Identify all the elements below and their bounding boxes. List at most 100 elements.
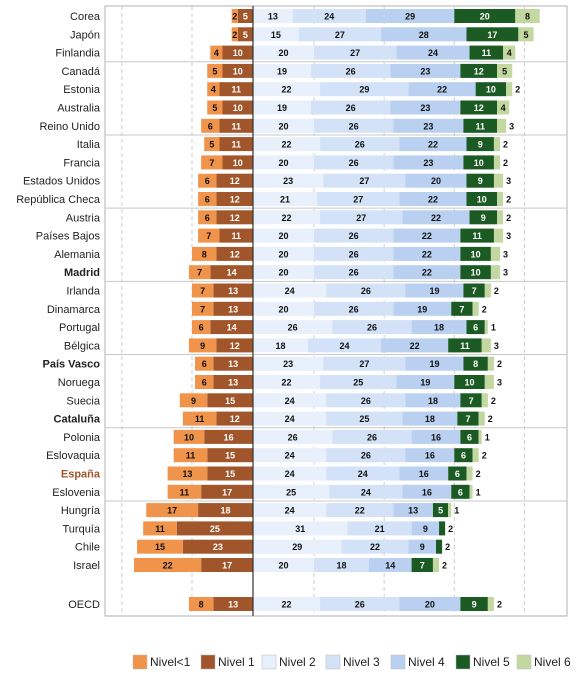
data-label: 12: [474, 103, 484, 113]
bar-segment: [497, 192, 504, 206]
bar-segment: [222, 45, 253, 60]
bar-segment: [393, 155, 464, 170]
bar-segment: [253, 100, 311, 115]
bar-segment: [460, 597, 488, 611]
data-label: 7: [459, 304, 464, 314]
data-label: 20: [278, 249, 288, 259]
bar-segment: [341, 539, 409, 554]
bar-segment: [460, 63, 497, 78]
bar-segment: [314, 45, 397, 60]
data-label: 19: [429, 286, 439, 296]
bar-segment: [381, 27, 467, 42]
bar-segment: [448, 338, 482, 353]
data-label: 26: [355, 600, 365, 610]
bar-segment: [213, 283, 253, 298]
data-label: 7: [466, 414, 471, 424]
data-label: 4: [214, 48, 219, 58]
data-label: 18: [425, 414, 435, 424]
data-label: 1: [485, 432, 490, 442]
data-label: 2: [442, 561, 447, 571]
bar-segment: [219, 82, 253, 97]
data-label: 1: [491, 323, 496, 333]
bar-segment: [490, 265, 501, 280]
bar-segment: [448, 466, 467, 481]
bar-segment: [393, 265, 461, 280]
bar-segment: [393, 228, 461, 243]
bar-segment: [365, 9, 455, 23]
bar-segment: [310, 100, 391, 115]
data-label: 12: [474, 66, 484, 76]
data-label: 29: [405, 12, 415, 22]
bar-segment: [253, 411, 327, 426]
data-label: 2: [506, 195, 511, 205]
data-label: 13: [228, 286, 238, 296]
data-label: 11: [231, 140, 241, 150]
bar-segment: [329, 484, 403, 499]
data-label: 22: [431, 213, 441, 223]
data-label: 12: [230, 176, 240, 186]
data-label: 22: [410, 341, 420, 351]
data-label: 2: [482, 304, 487, 314]
bar-segment: [219, 118, 253, 133]
bar-segment: [454, 375, 485, 389]
bar-segment: [222, 100, 253, 115]
data-label: 16: [431, 432, 441, 442]
bar-segment: [497, 210, 504, 225]
bar-segment: [481, 393, 488, 408]
category-label: España: [61, 469, 101, 481]
bar-segment: [454, 9, 516, 23]
data-label: 18: [221, 506, 231, 516]
data-label: 24: [285, 451, 295, 461]
bar-segment: [237, 9, 253, 23]
data-label: 26: [288, 432, 298, 442]
bar-segment: [253, 393, 327, 408]
bar-segment: [207, 82, 220, 97]
data-label: 25: [210, 524, 220, 534]
data-label: 17: [167, 506, 177, 516]
bar-segment: [201, 155, 223, 170]
bar-segment: [515, 9, 540, 23]
bar-segment: [451, 484, 470, 499]
data-label: 26: [349, 304, 359, 314]
data-label: 26: [349, 268, 359, 278]
bar-segment: [314, 155, 394, 170]
bar-segment: [439, 521, 446, 536]
data-label: 13: [228, 359, 238, 369]
bar-segment: [182, 411, 217, 426]
data-label: 9: [423, 524, 428, 534]
bar-segment: [231, 27, 238, 42]
bar-segment: [463, 283, 485, 298]
bar-segment: [192, 301, 214, 316]
bar-segment: [323, 356, 406, 371]
data-label: 24: [285, 506, 295, 516]
bar-segment: [137, 539, 183, 554]
data-label: 23: [213, 542, 223, 552]
data-label: 10: [233, 66, 243, 76]
category-label: Reino Unido: [39, 121, 100, 133]
data-label: 29: [292, 542, 302, 552]
bar-segment: [411, 320, 467, 335]
data-label: 22: [370, 542, 380, 552]
bar-segment: [146, 503, 199, 518]
data-label: 18: [428, 396, 438, 406]
bar-segment: [253, 246, 314, 261]
bar-segment: [323, 173, 406, 188]
bar-segment: [188, 597, 214, 611]
bar-segment: [216, 210, 253, 225]
bar-segment: [347, 521, 412, 536]
data-label: 28: [419, 30, 429, 40]
data-label: 4: [211, 85, 216, 95]
bar-segment: [493, 155, 501, 170]
data-label: 10: [465, 378, 475, 388]
bar-segment: [487, 356, 494, 371]
bar-segment: [402, 484, 452, 499]
data-label: 11: [186, 451, 196, 461]
data-label: 2: [491, 396, 496, 406]
bar-segment: [195, 356, 214, 371]
bar-segment: [253, 82, 321, 97]
data-label: 6: [202, 378, 207, 388]
data-label: 26: [349, 121, 359, 131]
bar-segment: [216, 173, 253, 188]
bar-segment: [188, 338, 217, 353]
bar-segment: [198, 173, 217, 188]
